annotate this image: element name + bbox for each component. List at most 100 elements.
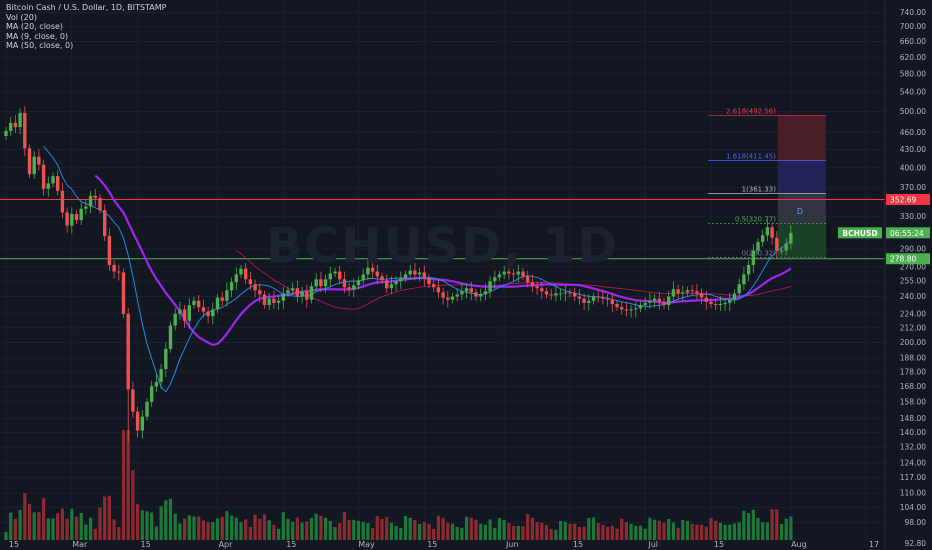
volume-bar bbox=[121, 430, 126, 540]
volume-bar bbox=[46, 518, 50, 540]
volume-bar bbox=[173, 513, 177, 540]
y-tick-label: 500.00 bbox=[900, 107, 926, 116]
candle-body bbox=[159, 369, 163, 382]
candle-body bbox=[389, 284, 394, 289]
candle-body bbox=[192, 300, 196, 306]
y-tick-label: 400.00 bbox=[900, 163, 926, 172]
volume-bar bbox=[493, 527, 497, 540]
candle-body bbox=[150, 386, 154, 402]
volume-bar bbox=[234, 517, 238, 540]
volume-bar bbox=[300, 522, 304, 540]
candle-body bbox=[502, 271, 506, 275]
candle-body bbox=[535, 286, 539, 289]
volume-bar bbox=[681, 519, 685, 540]
volume-bar bbox=[32, 512, 36, 540]
candle-body bbox=[281, 293, 285, 301]
volume-bar bbox=[201, 520, 205, 540]
volume-bar bbox=[408, 518, 412, 540]
volume-bar bbox=[685, 520, 690, 540]
volume-bar bbox=[333, 527, 337, 540]
candle-body bbox=[27, 148, 32, 175]
candle-body bbox=[145, 401, 149, 417]
candle-body bbox=[286, 290, 290, 294]
candle-body bbox=[634, 308, 638, 310]
y-tick-label: 140.00 bbox=[900, 428, 926, 437]
candle-body bbox=[370, 267, 375, 272]
volume-bar bbox=[606, 526, 610, 540]
fib-zone-05 bbox=[778, 223, 826, 258]
volume-bar bbox=[230, 515, 234, 540]
volume-bar bbox=[469, 517, 473, 540]
volume-bar bbox=[319, 515, 323, 540]
volume-bar bbox=[89, 517, 93, 540]
candle-body bbox=[229, 282, 234, 291]
candle-body bbox=[662, 301, 666, 306]
volume-bar bbox=[418, 524, 422, 540]
x-tick-label: Aug bbox=[791, 540, 807, 549]
volume-bar bbox=[98, 507, 102, 540]
candle-body bbox=[408, 270, 412, 275]
volume-bar bbox=[544, 524, 549, 540]
candle-body bbox=[380, 276, 384, 281]
candle-body bbox=[46, 183, 50, 189]
candle-body bbox=[375, 271, 379, 277]
indicator-ma50: MA (50, close, 0) bbox=[6, 41, 74, 50]
x-tick-label: 17 bbox=[869, 540, 879, 549]
volume-bar bbox=[150, 512, 154, 540]
candle-body bbox=[112, 264, 116, 272]
x-tick-label: 15 bbox=[141, 540, 151, 549]
volume-bar bbox=[695, 524, 699, 540]
x-tick-label: Mar bbox=[72, 540, 88, 549]
volume-bar bbox=[507, 523, 511, 540]
volume-bar bbox=[540, 522, 544, 540]
candle-body bbox=[239, 268, 243, 275]
candle-body bbox=[427, 278, 431, 285]
candle-body bbox=[417, 272, 422, 275]
volume-bar bbox=[761, 522, 765, 540]
y-tick-label: 132.00 bbox=[900, 443, 926, 452]
candle-body bbox=[775, 237, 779, 251]
volume-bar bbox=[436, 515, 440, 540]
volume-bar bbox=[187, 515, 191, 540]
candle-body bbox=[258, 290, 262, 295]
volume-bar bbox=[136, 504, 140, 540]
volume-bar bbox=[742, 510, 746, 540]
ma9-line bbox=[43, 145, 792, 393]
candle-body bbox=[432, 284, 436, 288]
volume-bar bbox=[422, 522, 426, 540]
volume-bar bbox=[107, 495, 111, 540]
volume-bar bbox=[432, 528, 436, 540]
candle-body bbox=[695, 291, 699, 294]
candle-body bbox=[135, 411, 140, 431]
candle-body bbox=[441, 292, 445, 298]
volume-bar bbox=[784, 518, 788, 540]
candle-body bbox=[714, 303, 718, 306]
volume-bar bbox=[258, 518, 262, 540]
y-tick-label: 124.00 bbox=[900, 458, 926, 467]
candle-body bbox=[276, 300, 281, 303]
volume-bar bbox=[272, 524, 276, 540]
volume-bar bbox=[356, 520, 361, 540]
candle-body bbox=[436, 287, 441, 293]
y-tick-label: 540.00 bbox=[900, 88, 926, 97]
candle-body bbox=[563, 292, 567, 294]
volume-bar bbox=[126, 430, 130, 540]
volume-bar bbox=[587, 517, 591, 540]
volume-bar bbox=[79, 513, 83, 540]
fib-zone-2618 bbox=[778, 115, 826, 161]
candle-body bbox=[751, 250, 755, 265]
candle-body bbox=[220, 297, 224, 301]
volume-bar bbox=[502, 520, 506, 540]
volume-bar bbox=[4, 532, 8, 540]
volume-bar bbox=[582, 526, 586, 540]
volume-bar bbox=[389, 522, 393, 540]
candle-body bbox=[23, 113, 27, 149]
candle-body bbox=[544, 291, 549, 295]
candle-body bbox=[9, 122, 13, 131]
volume-bar bbox=[183, 518, 187, 540]
volume-bar bbox=[394, 525, 398, 540]
volume-bar bbox=[211, 521, 215, 540]
volume-bar bbox=[549, 528, 553, 540]
